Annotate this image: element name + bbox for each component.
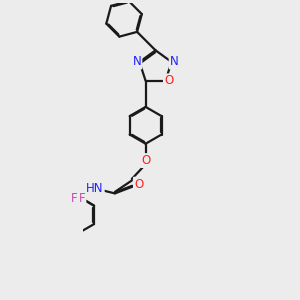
Text: F: F xyxy=(79,192,86,205)
Text: N: N xyxy=(133,56,141,68)
Text: O: O xyxy=(141,154,150,167)
Text: O: O xyxy=(134,178,143,191)
Text: HN: HN xyxy=(86,182,104,195)
Text: N: N xyxy=(169,56,178,68)
Text: F: F xyxy=(71,192,77,205)
Text: O: O xyxy=(164,74,173,87)
